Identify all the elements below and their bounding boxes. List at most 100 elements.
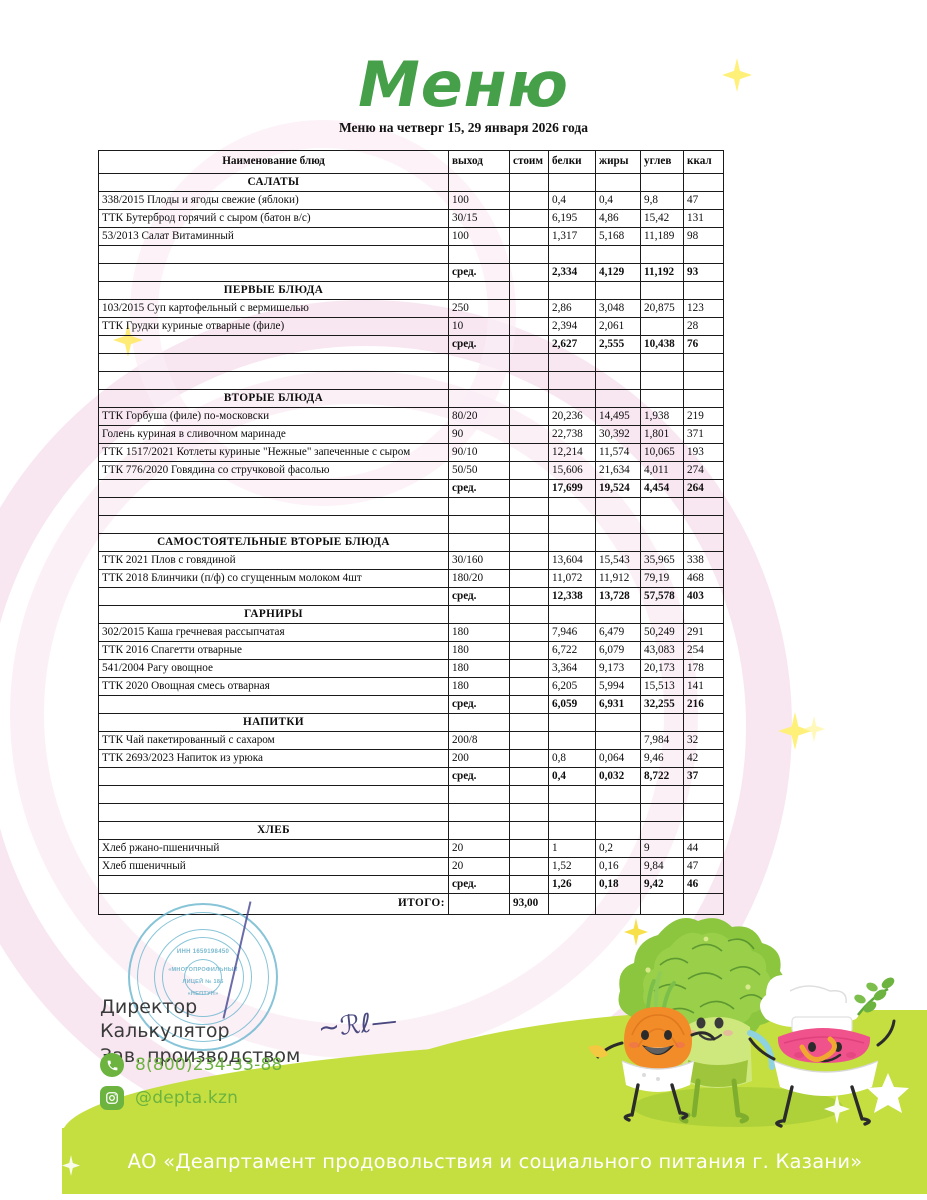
section-average-row: сред. 1,26 0,18 9,42 46: [98, 875, 724, 894]
average-name-blank: [98, 695, 449, 714]
dish-output: 250: [448, 299, 510, 318]
section-average-row: сред. 6,059 6,931 32,255 216: [98, 695, 724, 714]
dish-kcal: 44: [683, 839, 724, 858]
dish-kcal: 193: [683, 443, 724, 462]
contact-phone-row[interactable]: 8(800)234-33-88: [100, 1053, 283, 1077]
dish-carbs: 35,965: [640, 551, 684, 570]
dish-fat: 30,392: [595, 425, 641, 444]
average-carbs: 11,192: [640, 263, 684, 282]
column-header-4: жиры: [595, 150, 641, 174]
dish-output: 180: [448, 677, 510, 696]
dish-kcal: 131: [683, 209, 724, 228]
average-label: сред.: [448, 695, 510, 714]
average-protein: 2,627: [548, 335, 596, 354]
dish-cost: [509, 749, 549, 768]
average-fat: 0,18: [595, 875, 641, 894]
dish-cost: [509, 857, 549, 876]
dish-protein: 6,195: [548, 209, 596, 228]
dish-protein: 1,52: [548, 857, 596, 876]
dish-protein: [548, 731, 596, 750]
table-row: 541/2004 Рагу овощное 180 3,364 9,173 20,173…: [98, 659, 724, 678]
dish-carbs: 79,19: [640, 569, 684, 588]
dish-name: Хлеб пшеничный: [98, 857, 449, 876]
average-label: сред.: [448, 479, 510, 498]
table-row: ТТК 2693/2023 Напиток из урюка 200 0,8 0,06…: [98, 749, 724, 768]
menu-subtitle: Меню на четверг 15, 29 января 2026 года: [338, 120, 588, 135]
average-cost: [509, 767, 549, 786]
average-protein: 6,059: [548, 695, 596, 714]
average-label: сред.: [448, 875, 510, 894]
average-protein: 1,26: [548, 875, 596, 894]
instagram-handle[interactable]: @depta.kzn: [135, 1088, 239, 1108]
average-fat: 0,032: [595, 767, 641, 786]
dish-protein: 2,86: [548, 299, 596, 318]
dish-kcal: 178: [683, 659, 724, 678]
menu-table: Наименование блюд выход стоим белки жиры угле…: [98, 150, 724, 915]
average-carbs: 32,255: [640, 695, 684, 714]
section-average-row: сред. 2,334 4,129 11,192 93: [98, 263, 724, 282]
column-header-3: белки: [548, 150, 596, 174]
dish-protein: 20,236: [548, 407, 596, 426]
table-row: 53/2013 Салат Витаминный 100 1,317 5,168 11,…: [98, 227, 724, 246]
average-protein: 2,334: [548, 263, 596, 282]
section-title-row: САЛАТЫ: [98, 173, 724, 192]
dish-fat: 0,16: [595, 857, 641, 876]
table-row: ТТК 2020 Овощная смесь отварная 180 6,205 5…: [98, 677, 724, 696]
average-cost: [509, 335, 549, 354]
dish-cost: [509, 551, 549, 570]
average-kcal: 264: [683, 479, 724, 498]
dish-protein: 2,394: [548, 317, 596, 336]
dish-carbs: 7,984: [640, 731, 684, 750]
dish-cost: [509, 443, 549, 462]
table-row: 338/2015 Плоды и ягоды свежие (яблоки) 10…: [98, 191, 724, 210]
phone-number[interactable]: 8(800)234-33-88: [135, 1055, 283, 1075]
table-row: Голень куриная в сливочном маринаде 90 22,…: [98, 425, 724, 444]
average-carbs: 8,722: [640, 767, 684, 786]
average-fat: 13,728: [595, 587, 641, 606]
dish-protein: 12,214: [548, 443, 596, 462]
dish-name: Голень куриная в сливочном маринаде: [98, 425, 449, 444]
dish-output: 50/50: [448, 461, 510, 480]
total-cost: 93,00: [509, 893, 549, 915]
contact-instagram-row[interactable]: @depta.kzn: [100, 1086, 283, 1110]
dish-kcal: 42: [683, 749, 724, 768]
average-kcal: 216: [683, 695, 724, 714]
dish-name: 338/2015 Плоды и ягоды свежие (яблоки): [98, 191, 449, 210]
average-fat: 6,931: [595, 695, 641, 714]
section-title: ГАРНИРЫ: [98, 605, 449, 624]
dish-carbs: 9: [640, 839, 684, 858]
dish-name: ТТК Бутерброд горячий с сыром (батон в/с…: [98, 209, 449, 228]
dish-fat: 5,994: [595, 677, 641, 696]
column-header-5: углев: [640, 150, 684, 174]
table-row: 302/2015 Каша гречневая рассыпчатая 180 7,…: [98, 623, 724, 642]
dish-name: ТТК 2693/2023 Напиток из урюка: [98, 749, 449, 768]
spacer-row: [98, 497, 724, 516]
role-director: Директор: [100, 996, 198, 1018]
dish-fat: 21,634: [595, 461, 641, 480]
table-header-row: Наименование блюд выход стоим белки жиры угле…: [98, 150, 724, 174]
average-kcal: 37: [683, 767, 724, 786]
dish-kcal: 47: [683, 191, 724, 210]
average-protein: 0,4: [548, 767, 596, 786]
menu-table-body: Наименование блюд выход стоим белки жиры угле…: [98, 150, 724, 915]
spacer-row: [98, 515, 724, 534]
average-carbs: 4,454: [640, 479, 684, 498]
average-kcal: 46: [683, 875, 724, 894]
table-row: 103/2015 Суп картофельный с вермишелью 25…: [98, 299, 724, 318]
dish-cost: [509, 641, 549, 660]
dish-output: 200/8: [448, 731, 510, 750]
section-title: САМОСТОЯТЕЛЬНЫЕ ВТОРЫЕ БЛЮДА: [98, 533, 449, 552]
average-kcal: 76: [683, 335, 724, 354]
average-name-blank: [98, 479, 449, 498]
dish-output: 100: [448, 227, 510, 246]
average-carbs: 57,578: [640, 587, 684, 606]
average-fat: 2,555: [595, 335, 641, 354]
star-icon: [778, 712, 812, 750]
average-label: сред.: [448, 335, 510, 354]
dish-output: 80/20: [448, 407, 510, 426]
dish-kcal: 141: [683, 677, 724, 696]
dish-kcal: 47: [683, 857, 724, 876]
dish-fat: 6,479: [595, 623, 641, 642]
cartoon-vegetables-illustration: [588, 895, 927, 1138]
dish-protein: 3,364: [548, 659, 596, 678]
